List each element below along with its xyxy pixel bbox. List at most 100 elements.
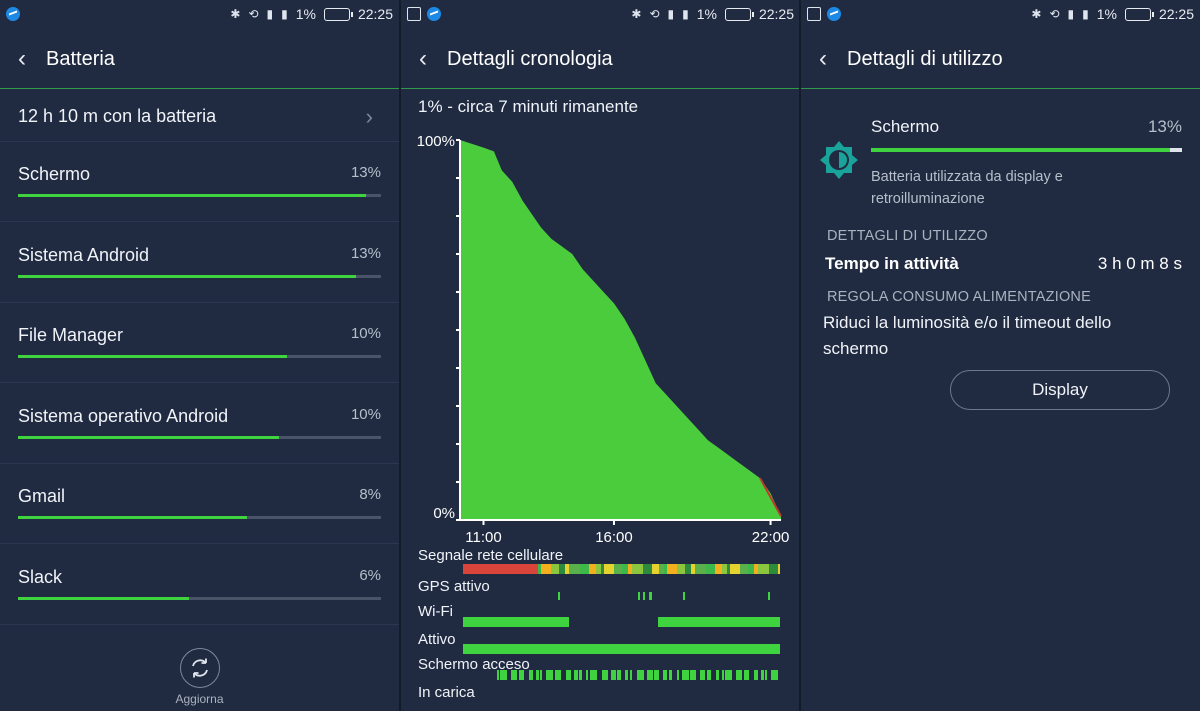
screen-on-segment bbox=[725, 670, 732, 680]
gps-segment bbox=[643, 592, 645, 600]
app-usage-row[interactable]: Slack 6% bbox=[0, 545, 399, 625]
active-track bbox=[463, 644, 780, 654]
refresh-label: Aggiorna bbox=[175, 692, 224, 706]
app-percent: 6% bbox=[359, 566, 381, 584]
signal-segment bbox=[596, 564, 601, 574]
screen-on-segment bbox=[736, 670, 742, 680]
screen-on-segment bbox=[722, 670, 724, 680]
track-label-active: Attivo bbox=[418, 631, 456, 648]
rotation-icon: ⟲ bbox=[1049, 7, 1060, 21]
remaining-estimate: 1% - circa 7 minuti rimanente bbox=[418, 97, 639, 116]
page-title: Dettagli di utilizzo bbox=[847, 48, 1003, 70]
signal-segment bbox=[551, 564, 559, 574]
status-bar: ✱ ⟲ ▮ ▮ 1% 22:25 bbox=[801, 0, 1200, 30]
app-usage-fill bbox=[18, 274, 356, 278]
screen-on-segment bbox=[647, 670, 653, 680]
gps-track bbox=[558, 592, 770, 600]
signal-segment bbox=[541, 564, 551, 574]
signal-segment bbox=[538, 564, 541, 574]
signal-segment bbox=[769, 564, 778, 574]
track-label-gps: GPS attivo bbox=[418, 578, 490, 595]
signal-segment bbox=[622, 564, 628, 574]
signal-segment bbox=[614, 564, 622, 574]
refresh-button[interactable] bbox=[180, 648, 220, 688]
screen-on-segment bbox=[574, 670, 578, 680]
display-settings-button[interactable]: Display bbox=[950, 370, 1170, 410]
screen-on-segment bbox=[500, 670, 507, 680]
usage-screen: ✱ ⟲ ▮ ▮ 1% 22:25 ‹ Dettagli di utilizzo … bbox=[801, 0, 1200, 711]
app-usage-track bbox=[18, 194, 381, 197]
active-time-label: Tempo in attività bbox=[825, 254, 959, 273]
signal-icon: ▮ bbox=[1067, 7, 1075, 21]
signal-segment bbox=[740, 564, 748, 574]
signal-segment bbox=[715, 564, 722, 574]
app-name: Sistema Android bbox=[18, 244, 150, 265]
track-label-wifi: Wi-Fi bbox=[418, 603, 453, 620]
rotation-icon: ⟲ bbox=[248, 7, 259, 21]
screen-on-segment bbox=[700, 670, 705, 680]
battery-history-chart: 100% 0% 11:00 16:00 22:00 bbox=[401, 128, 800, 548]
app-name: Schermo bbox=[18, 164, 91, 184]
back-arrow-icon[interactable]: ‹ bbox=[819, 45, 827, 72]
screen-on-segment bbox=[497, 670, 499, 680]
signal-segment bbox=[727, 564, 730, 574]
app-usage-row[interactable]: Gmail 8% bbox=[0, 464, 399, 544]
app-percent: 8% bbox=[359, 486, 381, 503]
app-usage-row[interactable]: Sistema operativo Android 10% bbox=[0, 384, 399, 464]
section-usage-details: DETTAGLI DI UTILIZZO bbox=[827, 228, 988, 244]
screenshot-icon bbox=[807, 7, 821, 21]
usage-description: Batteria utilizzata da display e retroil… bbox=[871, 169, 1063, 207]
app-usage-track bbox=[18, 596, 381, 600]
refresh-icon bbox=[192, 658, 208, 678]
signal-segment bbox=[580, 564, 589, 574]
messenger-icon bbox=[6, 7, 20, 21]
screen-on-segment bbox=[511, 670, 517, 680]
app-usage-track bbox=[18, 274, 381, 278]
app-usage-fill bbox=[18, 194, 367, 197]
app-usage-fill bbox=[18, 516, 247, 519]
signal-segment bbox=[463, 564, 538, 574]
battery-percent: 1% bbox=[696, 6, 717, 22]
signal-segment bbox=[601, 564, 604, 574]
app-name: File Manager bbox=[18, 325, 124, 345]
app-usage-fill bbox=[18, 596, 189, 600]
app-usage-row[interactable]: Schermo 13% bbox=[0, 142, 399, 222]
bluetooth-icon: ✱ bbox=[631, 7, 642, 21]
signal-segment bbox=[604, 564, 614, 574]
signal-segment bbox=[730, 564, 740, 574]
wifi-segment bbox=[658, 617, 780, 627]
screen-on-segment bbox=[677, 670, 679, 680]
screen-on-segment bbox=[555, 670, 561, 680]
signal-segment bbox=[559, 564, 565, 574]
signal-segment bbox=[778, 564, 780, 574]
low-battery-segment bbox=[759, 477, 782, 517]
x-tick-label: 16:00 bbox=[595, 529, 633, 546]
screen-on-segment bbox=[536, 670, 539, 680]
wifi-track bbox=[463, 617, 780, 627]
screen-on-segment bbox=[630, 670, 632, 680]
screen-on-segment bbox=[529, 670, 533, 680]
back-arrow-icon[interactable]: ‹ bbox=[18, 45, 26, 72]
app-percent: 10% bbox=[350, 325, 381, 342]
battery-summary-row[interactable]: 12 h 10 m con la batteria › bbox=[0, 90, 399, 142]
messenger-icon bbox=[427, 7, 441, 21]
signal-segment bbox=[695, 564, 706, 574]
clock: 22:25 bbox=[357, 6, 393, 22]
screen-divider bbox=[799, 0, 801, 711]
y-label-bottom: 0% bbox=[433, 505, 455, 522]
status-bar: ✱ ⟲ ▮ ▮ 1% 22:25 bbox=[0, 0, 399, 30]
signal-segment bbox=[691, 564, 695, 574]
app-usage-fill bbox=[18, 355, 287, 358]
signal-segment bbox=[667, 564, 677, 574]
app-usage-row[interactable]: File Manager 10% bbox=[0, 303, 399, 383]
screen-on-track bbox=[497, 670, 778, 680]
app-name: Sistema operativo Android bbox=[18, 405, 229, 426]
back-arrow-icon[interactable]: ‹ bbox=[419, 45, 427, 72]
app-usage-row[interactable]: Sistema Android 13% bbox=[0, 223, 399, 303]
screen-on-segment bbox=[754, 670, 758, 680]
signal-icon-2: ▮ bbox=[1082, 7, 1089, 21]
screen-on-segment bbox=[546, 670, 553, 680]
signal-segment bbox=[643, 564, 652, 574]
screen-on-segment bbox=[625, 670, 628, 680]
